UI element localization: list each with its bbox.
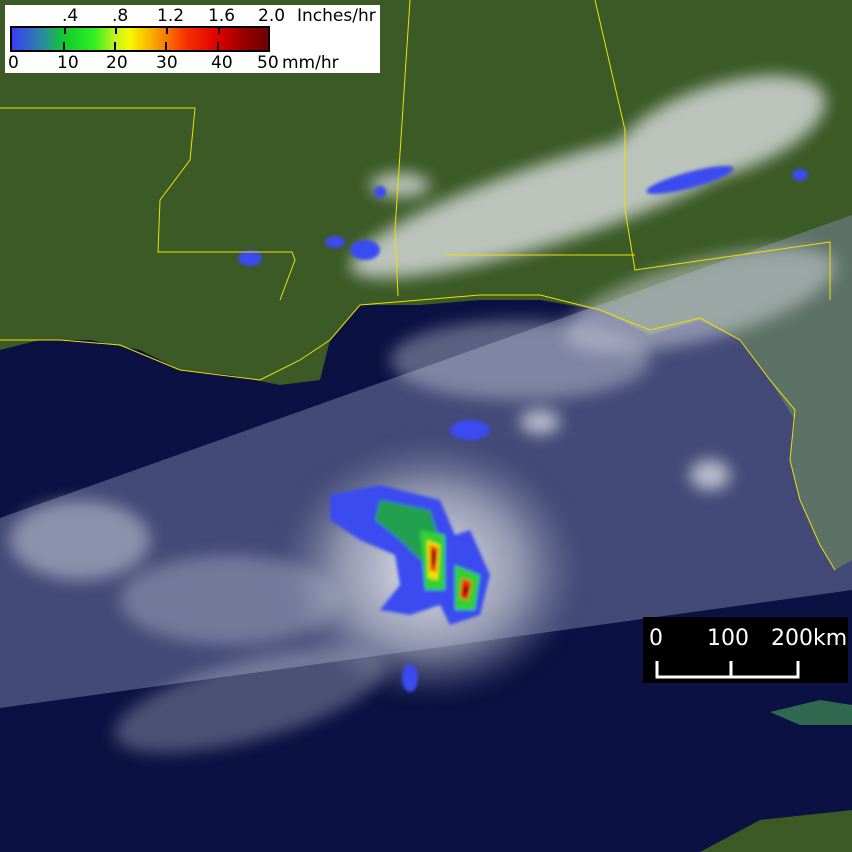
legend-inch-label: 2.0 <box>258 6 286 26</box>
legend-mm-label: 0 <box>8 53 19 73</box>
scale-label: 0 <box>649 626 663 651</box>
land-yucatan <box>700 810 852 852</box>
cloud-cover <box>10 75 836 753</box>
scale-bar-line <box>655 661 800 679</box>
legend-mm-label: 20 <box>106 53 128 73</box>
rain-areas <box>238 166 808 692</box>
rain-rate-legend: .4 .8 1.2 1.6 2.0 Inches/hr 0 10 20 30 4… <box>5 5 380 73</box>
legend-mm-label: 30 <box>156 53 178 73</box>
legend-inch-label: 1.6 <box>208 6 236 26</box>
legend-inch-unit: Inches/hr <box>297 6 376 26</box>
legend-mm-label: 10 <box>57 53 79 73</box>
state-borders <box>0 0 836 571</box>
legend-inch-label: 1.2 <box>157 6 185 26</box>
color-bar <box>10 26 270 52</box>
legend-mm-unit: mm/hr <box>282 53 339 73</box>
scale-label: 100 <box>707 626 749 651</box>
legend-mm-label: 40 <box>211 53 233 73</box>
legend-inch-label: .4 <box>62 6 79 26</box>
legend-inch-label: .8 <box>112 6 129 26</box>
land-cuba <box>770 700 852 725</box>
scale-bar: 0 100 200km <box>643 617 848 683</box>
legend-mm-label: 50 <box>257 53 279 73</box>
scale-label: 200km <box>771 626 848 651</box>
